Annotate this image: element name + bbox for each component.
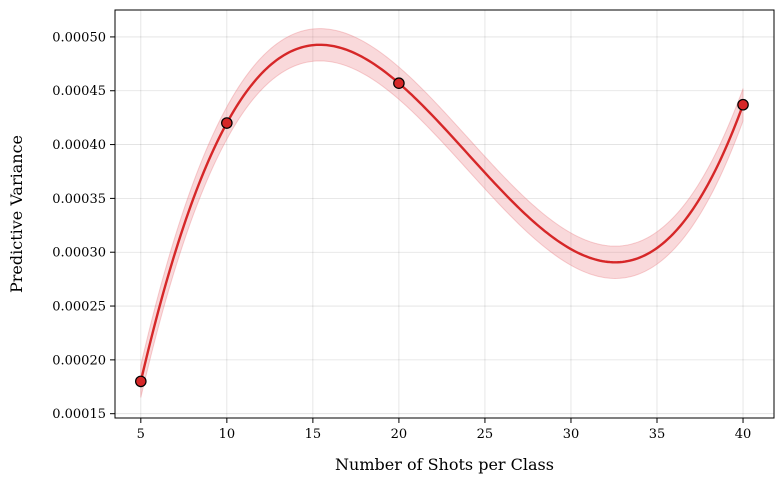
grid-lines (115, 10, 774, 418)
x-tick-label: 5 (137, 427, 145, 442)
fit-line-layer (139, 43, 745, 382)
y-tick-label: 0.00040 (52, 138, 106, 153)
confidence-band (140, 28, 744, 398)
data-point (135, 375, 147, 388)
data-point (737, 98, 749, 111)
x-tick-label: 35 (649, 427, 666, 442)
x-tick-label: 30 (563, 427, 580, 442)
data-point (221, 117, 233, 129)
y-tick-label: 0.00035 (52, 192, 106, 207)
x-tick-label: 25 (477, 427, 494, 442)
x-axis-ticks: 5 10 15 20 25 30 35 40 (137, 418, 752, 442)
y-tick-label: 0.00015 (52, 407, 106, 422)
confidence-band-layer (140, 28, 744, 398)
x-tick-label: 20 (391, 427, 408, 442)
y-axis-ticks: 0.00015 0.00020 0.00025 0.00030 0.00035 0.000… (52, 30, 115, 422)
y-tick-label: 0.00030 (52, 246, 106, 261)
x-tick-label: 10 (219, 427, 236, 442)
y-tick-label: 0.00025 (52, 300, 106, 315)
x-tick-label: 15 (305, 427, 322, 442)
y-tick-label: 0.00050 (52, 30, 106, 45)
data-point (393, 77, 405, 90)
x-tick-label: 40 (735, 427, 752, 442)
data-points (135, 77, 749, 388)
y-tick-label: 0.00020 (52, 353, 106, 368)
plot-frame (114, 9, 775, 419)
x-axis-label: Number of Shots per Class (335, 455, 554, 474)
y-tick-label: 0.00045 (52, 84, 106, 99)
fit-line (139, 43, 745, 382)
y-axis-label: Predictive Variance (7, 135, 26, 293)
